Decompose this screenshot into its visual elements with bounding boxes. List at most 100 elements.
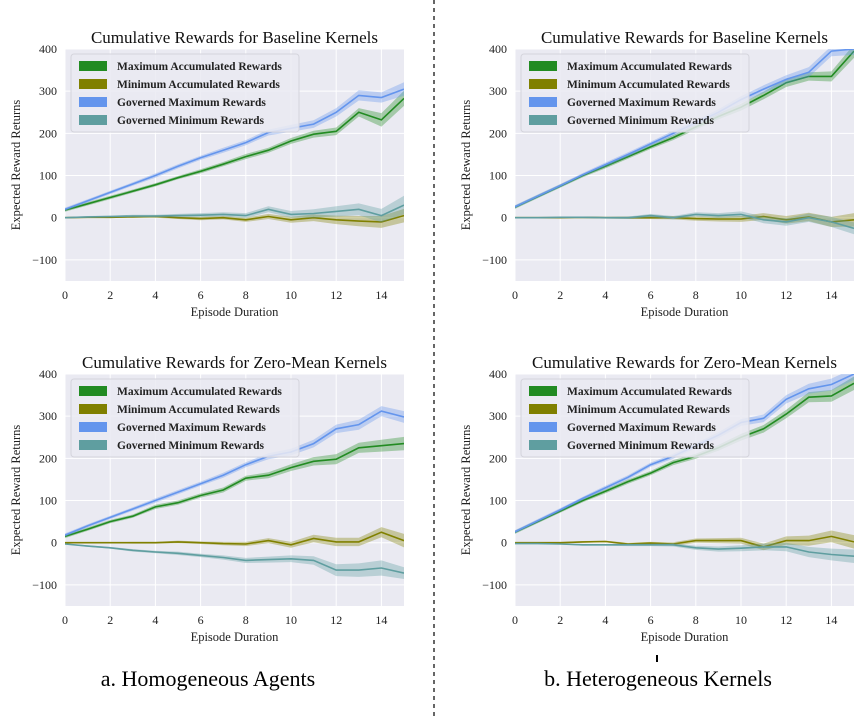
legend-label: Governed Maximum Rewards (567, 422, 716, 434)
legend-label: Governed Minimum Rewards (567, 440, 714, 452)
legend-swatch-min_acc (79, 79, 107, 89)
y-tick-label: 200 (39, 451, 57, 465)
x-tick-label: 2 (557, 613, 563, 627)
y-tick-label: 200 (489, 451, 507, 465)
x-axis-label: Episode Duration (191, 305, 280, 319)
y-tick-label: 100 (489, 169, 507, 183)
series-line-gov_max (65, 88, 404, 211)
y-tick-label: 300 (39, 409, 57, 423)
x-tick-label: 8 (693, 288, 699, 302)
y-tick-label: 400 (489, 42, 507, 56)
y-tick-label: −100 (32, 578, 57, 592)
x-tick-label: 2 (107, 613, 113, 627)
x-tick-label: 4 (152, 288, 158, 302)
y-tick-label: −100 (482, 253, 507, 267)
x-tick-label: 4 (602, 613, 608, 627)
y-tick-label: 100 (489, 494, 507, 508)
x-tick-label: 10 (735, 288, 747, 302)
y-tick-label: 400 (39, 367, 57, 381)
x-tick-label: 10 (285, 288, 297, 302)
series-line-min_acc (515, 535, 854, 548)
y-tick-label: 300 (39, 84, 57, 98)
x-tick-label: 12 (780, 613, 792, 627)
legend-swatch-gov_max (529, 422, 557, 432)
x-tick-label: 2 (107, 288, 113, 302)
y-tick-label: −100 (482, 578, 507, 592)
x-tick-label: 0 (512, 613, 518, 627)
series-line-gov_min (65, 543, 404, 574)
legend-swatch-max_acc (529, 386, 557, 396)
series-line-min_acc (65, 214, 404, 223)
legend-swatch-min_acc (529, 79, 557, 89)
chart-title: Cumulative Rewards for Zero-Mean Kernels (82, 353, 387, 372)
series-line-max_acc (515, 382, 854, 533)
chart-title: Cumulative Rewards for Zero-Mean Kernels (532, 353, 837, 372)
x-axis-label: Episode Duration (641, 305, 730, 319)
legend-swatch-gov_min (79, 440, 107, 450)
x-tick-label: 6 (648, 613, 654, 627)
series-line-max_acc (65, 442, 404, 538)
series-line-gov_min (65, 204, 404, 219)
x-tick-label: 12 (330, 288, 342, 302)
legend-swatch-gov_max (529, 97, 557, 107)
series-group (65, 82, 404, 228)
y-tick-label: 0 (501, 536, 507, 550)
series-band-gov_min (515, 542, 854, 563)
legend-label: Governed Maximum Rewards (117, 422, 266, 434)
x-tick-label: 2 (557, 288, 563, 302)
y-tick-label: 200 (39, 126, 57, 140)
legend: Maximum Accumulated Rewards Minimum Accum… (520, 378, 750, 458)
legend: Maximum Accumulated Rewards Minimum Accum… (70, 53, 300, 133)
legend-swatch-gov_min (529, 115, 557, 125)
legend-swatch-gov_max (79, 422, 107, 432)
x-tick-label: 4 (152, 613, 158, 627)
series-band-max_acc (65, 436, 404, 539)
y-tick-label: 100 (39, 494, 57, 508)
legend-label: Minimum Accumulated Rewards (567, 79, 730, 91)
legend-swatch-gov_min (529, 440, 557, 450)
series-line-gov_min (515, 213, 854, 230)
legend-swatch-max_acc (79, 61, 107, 71)
y-tick-label: 200 (489, 126, 507, 140)
y-axis-label: Expected Reward Returns (459, 425, 473, 556)
series-band-min_acc (515, 212, 854, 227)
series-line-min_acc (65, 531, 404, 546)
x-tick-label: 8 (243, 613, 249, 627)
y-tick-label: 0 (51, 536, 57, 550)
legend-box (70, 378, 300, 458)
x-tick-label: 6 (198, 613, 204, 627)
legend: Maximum Accumulated Rewards Minimum Accum… (70, 378, 300, 458)
legend-swatch-max_acc (529, 61, 557, 71)
x-tick-label: 0 (62, 288, 68, 302)
x-tick-label: 10 (285, 613, 297, 627)
x-tick-label: 0 (62, 613, 68, 627)
x-axis-label: Episode Duration (641, 630, 730, 644)
x-tick-label: 14 (375, 288, 387, 302)
legend-label: Governed Maximum Rewards (567, 97, 716, 109)
chart-panel-a-zero-mean: 0 2 4 6 8 10 12 14 −100 0 100 200 300 400 Cumulative R… (9, 353, 404, 644)
y-tick-label: 400 (39, 42, 57, 56)
legend-label: Minimum Accumulated Rewards (117, 404, 280, 416)
y-axis-label: Expected Reward Returns (459, 100, 473, 231)
y-tick-label: 400 (489, 367, 507, 381)
legend-label: Minimum Accumulated Rewards (117, 79, 280, 91)
legend-label: Governed Minimum Rewards (117, 440, 264, 452)
legend-label: Governed Minimum Rewards (567, 115, 714, 127)
x-tick-label: 6 (648, 288, 654, 302)
y-axis-label: Expected Reward Returns (9, 100, 23, 231)
y-tick-label: −100 (32, 253, 57, 267)
caption-a: a. Homogeneous Agents (101, 666, 315, 691)
legend-swatch-gov_min (79, 115, 107, 125)
series-band-gov_max (65, 406, 404, 537)
y-tick-label: 0 (51, 211, 57, 225)
legend-label: Minimum Accumulated Rewards (567, 404, 730, 416)
chart-title: Cumulative Rewards for Baseline Kernels (541, 28, 828, 47)
y-axis-label: Expected Reward Returns (9, 425, 23, 556)
y-tick-label: 100 (39, 169, 57, 183)
legend-label: Governed Minimum Rewards (117, 115, 264, 127)
legend-swatch-gov_max (79, 97, 107, 107)
legend-label: Governed Maximum Rewards (117, 97, 266, 109)
legend-label: Maximum Accumulated Rewards (567, 386, 732, 398)
legend: Maximum Accumulated Rewards Minimum Accum… (520, 53, 750, 133)
x-tick-label: 0 (512, 288, 518, 302)
